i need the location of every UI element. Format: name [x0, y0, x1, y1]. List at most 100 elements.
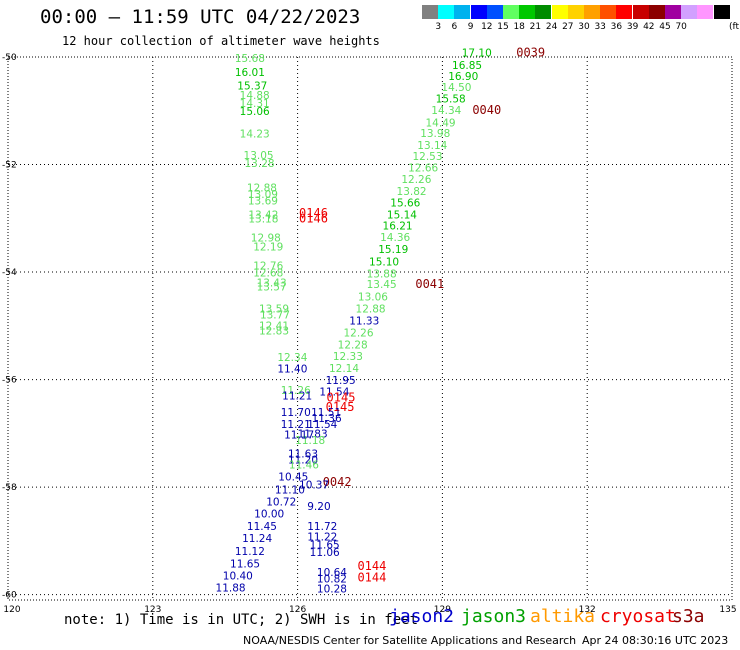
wave-height-value: 11.24 [242, 533, 272, 545]
color-scale-label: 12 [481, 22, 493, 32]
wave-height-value: 10.40 [223, 571, 253, 583]
pass-time-label: 0146 [299, 206, 328, 220]
wave-height-value: 10.37 [299, 480, 329, 492]
latitude-tick-label: -56 [2, 376, 17, 386]
wave-height-value: 11.12 [235, 546, 265, 558]
wave-height-value: 12.66 [408, 163, 438, 175]
wave-height-value: 13.45 [367, 279, 397, 291]
wave-height-value: 10.28 [317, 583, 347, 595]
wave-height-value: 14.49 [426, 117, 456, 129]
page-title: 00:00 – 11:59 UTC 04/22/2023 [40, 6, 361, 28]
color-swatch [584, 5, 600, 19]
wave-height-value: 15.10 [369, 257, 399, 269]
pass-time-label: 0144 [357, 559, 386, 573]
latitude-tick-label: -58 [2, 483, 17, 493]
wave-height-value: 17.10 [462, 47, 492, 59]
pass-time-label: 0041 [415, 277, 444, 291]
wave-height-value: 12.98 [251, 232, 281, 244]
pass-time-label: 0042 [323, 475, 352, 489]
wave-height-value: 11.45 [247, 521, 277, 533]
legend-entry-s3a: s3a [672, 606, 705, 627]
color-swatch [616, 5, 633, 19]
wave-height-value: 11.83 [298, 429, 328, 441]
color-swatch [713, 5, 730, 19]
latitude-tick-label: -52 [2, 161, 17, 171]
wave-height-value: 14.23 [240, 129, 270, 141]
pass-time-label: 0144 [357, 571, 386, 585]
color-scale-label: 18 [513, 22, 525, 32]
wave-height-value: 16.90 [448, 71, 478, 83]
wave-height-value: 13.05 [244, 150, 274, 162]
wave-height-value: 13.09 [248, 189, 278, 201]
color-swatch [422, 5, 438, 19]
color-scale-label: 45 [659, 22, 671, 32]
wave-height-value: 13.06 [358, 292, 388, 304]
color-swatch [519, 5, 536, 19]
longitude-tick-label: 132 [579, 605, 596, 615]
wave-height-value: 16.01 [235, 67, 265, 79]
color-swatch [632, 5, 649, 19]
wave-height-value: 13.82 [397, 186, 427, 198]
wave-height-value: 12.28 [338, 339, 368, 351]
wave-height-value: 11.26 [281, 385, 311, 397]
wave-height-value: 10.72 [266, 496, 296, 508]
color-scale-label: 36 [610, 22, 623, 32]
wave-height-value: 13.59 [259, 303, 289, 315]
color-scale-label: 6 [451, 22, 458, 32]
wave-height-value: 11.21 [281, 419, 311, 431]
latitude-tick-label: -54 [2, 268, 17, 278]
wave-height-value: 11.70 [281, 407, 311, 419]
wave-height-value: 15.37 [237, 80, 267, 92]
color-swatch [681, 5, 698, 19]
color-scale-label: 39 [626, 22, 639, 32]
wave-height-value: 11.36 [312, 413, 342, 425]
color-scale-unit: (ft) [729, 22, 740, 32]
color-scale-label: 30 [578, 22, 590, 32]
wave-height-value: 14.34 [431, 105, 461, 117]
wave-height-value: 15.68 [235, 53, 265, 65]
wave-height-value: 13.43 [257, 278, 287, 290]
legend-entry-jason3: jason3 [461, 606, 527, 627]
color-swatch [438, 5, 455, 19]
wave-height-value: 16.85 [452, 60, 482, 72]
color-scale-label: 3 [435, 22, 442, 32]
wave-height-value: 14.88 [240, 90, 270, 102]
wave-height-value: 12.41 [259, 321, 289, 333]
wave-height-value: 14.50 [441, 82, 471, 94]
pass-time-label: 0146 [299, 212, 328, 226]
wave-height-value: 11.18 [295, 435, 325, 447]
longitude-tick-label: 126 [289, 605, 306, 615]
color-scale-label: 24 [545, 22, 558, 32]
wave-height-value: 12.19 [253, 242, 283, 254]
wave-height-value: 10.45 [278, 472, 308, 484]
wave-height-value: 11.33 [349, 316, 379, 328]
color-swatch [551, 5, 568, 19]
wave-height-value: 15.06 [240, 106, 270, 118]
wave-height-value: 13.88 [367, 268, 397, 280]
wave-height-value: 11.10 [275, 485, 305, 497]
color-scale-label: 70 [675, 22, 687, 32]
legend-entry-altika: altika [530, 606, 596, 627]
wave-height-value: 12.83 [259, 325, 289, 337]
wave-height-value: 11.20 [288, 454, 318, 466]
wave-height-value: 15.66 [390, 197, 420, 209]
wave-height-value: 11.65 [230, 559, 260, 571]
pass-time-label: 0039 [516, 45, 545, 59]
pass-time-label: 0145 [326, 400, 355, 414]
wave-height-value: 13.69 [248, 195, 278, 207]
wave-height-value: 13.42 [248, 209, 278, 221]
wave-height-value: 11.40 [277, 364, 307, 376]
wave-height-value: 12.26 [401, 174, 431, 186]
wave-height-value: 11.06 [310, 547, 340, 559]
longitude-tick-label: 129 [434, 605, 451, 615]
color-swatch [697, 5, 714, 19]
units-note: note: 1) Time is in UTC; 2) SWH is in fe… [64, 612, 419, 628]
wave-height-value: 13.18 [248, 214, 278, 226]
color-swatch [470, 5, 487, 19]
wave-height-value: 13.77 [260, 309, 290, 321]
wave-height-value: 11.65 [310, 539, 340, 551]
wave-height-value: 11.54 [319, 387, 349, 399]
color-swatch [648, 5, 665, 19]
color-scale-label: 27 [562, 22, 574, 32]
